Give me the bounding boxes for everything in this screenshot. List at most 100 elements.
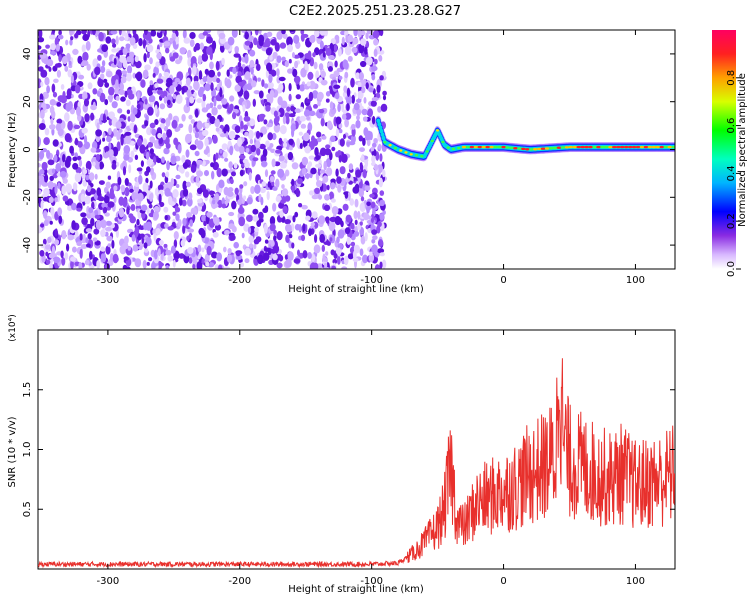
spectrogram-cell [357,223,362,231]
spectrogram-cell [317,91,324,101]
spectrogram-cell [157,89,164,95]
spectrogram-cell [165,264,170,269]
spectrogram-cell [315,155,321,161]
spectrogram-cell [223,186,229,196]
signal-core [379,128,384,134]
spectrogram-cell [257,254,264,265]
spectrogram-cell [229,178,234,185]
spectrogram-cell [381,259,387,269]
spectrogram-cell [317,137,322,143]
spectrogram-cell [363,97,367,104]
spectrogram-cell [231,200,237,210]
spectrogram-cell [106,136,112,143]
signal-peak [596,145,601,149]
spectrogram-cell [52,91,58,98]
spectrogram-cell [221,197,225,206]
spectrogram-cell [166,160,171,171]
spectrogram-cell [120,184,126,193]
signal-peak [537,147,542,151]
spectrogram-cell [284,112,291,118]
spectrogram-cell [270,170,276,175]
spectrogram-cell [283,138,288,143]
spectrogram-cell [158,193,162,204]
spectrogram-cell [273,110,278,118]
signal-peak [576,145,581,149]
spectrogram-cell [342,91,348,98]
spectrogram-cell [219,149,223,154]
spectrogram-cell [216,252,223,262]
spectrogram-cell [242,104,246,113]
spectrogram-cell [356,115,360,121]
signal-peak [509,146,514,149]
spectrogram-cell [204,122,210,129]
spectrogram-cell [192,264,196,269]
spectrogram-cell [70,256,76,262]
spectrogram-cell [375,92,381,99]
signal-peak [608,145,613,149]
spectrogram-cell [260,196,264,206]
spectrogram-cell [188,232,193,239]
spectrogram-cell [299,142,303,149]
spectrogram-cell [365,56,373,66]
spectrogram-cell [123,154,130,161]
spectrogram-cell [253,90,260,95]
spectrogram-cell [379,252,385,257]
spectrogram-cell [337,184,342,193]
spectrogram-cell [269,55,273,61]
spectrogram-cell [308,155,315,160]
spectrogram-cell [373,38,379,46]
spectrogram-cell [291,162,299,170]
spectrogram-cell [185,181,191,188]
spectrogram-cell [329,191,334,200]
spectrogram-cell [269,216,276,226]
spectrogram-cell [377,239,384,247]
spectrogram-cell [308,110,316,117]
spectrogram-cell [364,185,371,191]
y-tick-label: 40 [22,48,33,61]
spectrogram-cell [70,74,74,84]
spectrogram-cell [305,98,311,104]
spectrogram-cell [57,207,63,216]
spectrogram-cell [38,37,45,43]
spectrogram-cell [146,52,150,59]
spectrogram-cell [197,87,204,98]
spectrogram-cell [206,211,213,218]
spectrogram-cell [382,210,386,215]
spectrogram-cell [328,55,335,60]
spectrogram-cell [145,151,150,161]
spectrogram-cell [218,179,225,189]
signal-peak [481,145,486,149]
spectrogram-cell [111,163,117,170]
signal-peak [620,145,625,149]
y-tick-label: -20 [22,189,33,205]
spectrogram-cell [257,77,261,82]
spectrogram-cell [285,116,290,125]
spectrogram-cell [64,112,70,122]
spectrogram-cell [124,135,132,145]
spectrogram-cell [278,83,284,92]
spectrogram-cell [326,241,331,246]
spectrogram-cell [105,36,112,44]
spectrogram-cell [164,215,168,221]
spectrogram-cell [351,46,358,54]
spectrogram-cell [142,69,149,79]
spectrogram-cell [179,197,183,206]
spectrogram-cell [238,81,245,87]
spectrogram-cell [223,246,227,253]
spectrogram-cell [303,132,310,142]
spectrogram-cell [323,204,331,211]
spectrogram-cell [221,98,228,105]
signal-peak [489,145,494,149]
spectrogram-cell [73,124,81,130]
spectrogram-cell [325,251,329,256]
spectrogram-cell [309,190,314,196]
spectrogram-cell [224,157,229,162]
signal-peak [533,148,538,151]
spectrogram-cell [271,180,275,187]
signal-core [380,132,385,137]
spectrogram-cell [125,43,131,48]
spectrogram-cell [72,162,79,170]
spectrogram-cell [175,213,180,221]
spectrogram-cell [265,104,271,112]
spectrogram-cell [65,183,73,193]
